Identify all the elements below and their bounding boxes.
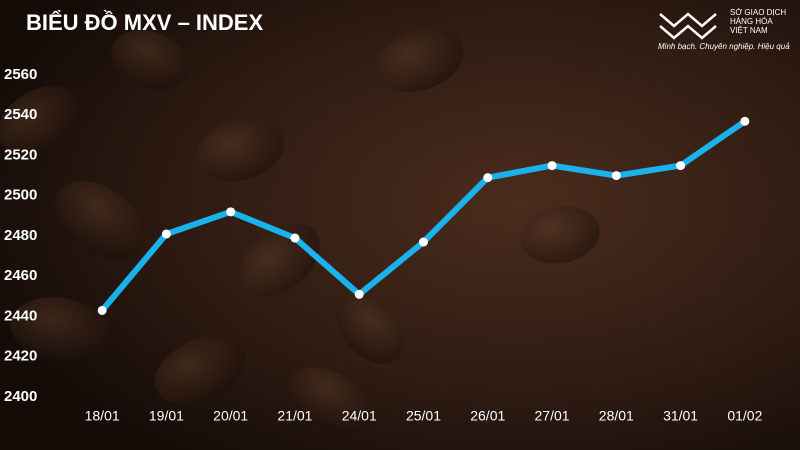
y-tick-label: 2560 — [4, 66, 37, 83]
logo-text: HÀNG HÓA — [730, 17, 773, 26]
x-tick-label: 27/01 — [535, 408, 570, 424]
data-point — [676, 161, 686, 171]
x-tick-label: 25/01 — [406, 408, 441, 424]
y-tick-label: 2540 — [4, 106, 37, 123]
y-tick-label: 2520 — [4, 146, 37, 163]
data-point — [161, 229, 171, 239]
data-point — [740, 116, 750, 126]
x-tick-label: 01/02 — [727, 408, 762, 424]
x-tick-label: 19/01 — [149, 408, 184, 424]
y-tick-label: 2480 — [4, 227, 37, 244]
data-point — [97, 305, 107, 315]
coffee-beans — [0, 27, 600, 434]
logo-tagline: Minh bạch. Chuyên nghiệp. Hiệu quả — [658, 42, 790, 51]
logo-text: VIỆT NAM — [730, 26, 768, 35]
data-point — [226, 207, 236, 217]
x-tick-label: 21/01 — [277, 408, 312, 424]
x-tick-label: 24/01 — [342, 408, 377, 424]
data-point — [290, 233, 300, 243]
x-tick-label: 28/01 — [599, 408, 634, 424]
data-point — [354, 289, 364, 299]
y-tick-label: 2400 — [4, 388, 37, 405]
y-tick-label: 2500 — [4, 187, 37, 204]
chart-title: BIỂU ĐỒ MXV – INDEX — [26, 10, 263, 35]
x-tick-label: 31/01 — [663, 408, 698, 424]
logo-icon — [659, 12, 717, 40]
y-tick-label: 2420 — [4, 348, 37, 365]
data-point — [547, 161, 557, 171]
y-tick-label: 2460 — [4, 267, 37, 284]
data-point — [483, 173, 493, 183]
x-tick-label: 26/01 — [470, 408, 505, 424]
data-point — [611, 171, 621, 181]
x-tick-label: 18/01 — [85, 408, 120, 424]
y-tick-label: 2440 — [4, 307, 37, 324]
logo: SỞ GIAO DỊCH HÀNG HÓA VIỆT NAM Minh bạch… — [658, 8, 790, 51]
logo-text: SỞ GIAO DỊCH — [730, 8, 786, 17]
x-tick-label: 20/01 — [213, 408, 248, 424]
data-point — [419, 237, 428, 247]
